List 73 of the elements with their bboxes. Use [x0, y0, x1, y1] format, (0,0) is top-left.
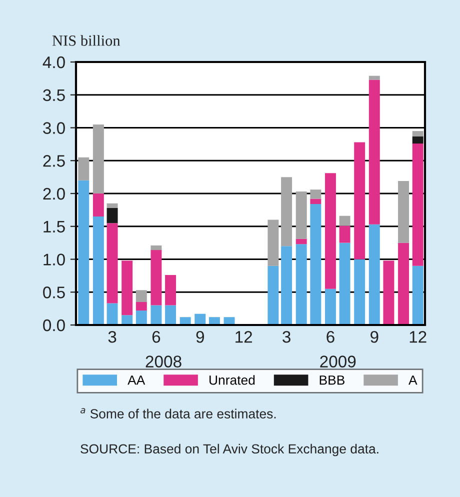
bar: [92, 216, 104, 325]
bar: [368, 224, 380, 325]
text: 2008: [146, 356, 182, 368]
bar: [296, 192, 307, 239]
x-tick-label: 6: [152, 330, 160, 343]
bar: [296, 244, 307, 325]
text: 2009: [320, 356, 356, 368]
legend-label: Unrated: [210, 375, 255, 385]
bar: [339, 242, 350, 325]
bar: [310, 190, 322, 199]
bar: [106, 208, 118, 224]
x-tick-label: 6: [326, 330, 334, 343]
bar: [92, 124, 104, 194]
bar: [78, 180, 90, 325]
bar: [150, 250, 162, 306]
bar: [268, 220, 279, 266]
bar: [106, 223, 118, 304]
bar: [281, 177, 292, 246]
bar: [92, 194, 104, 217]
x-tick-label: 12: [410, 330, 426, 343]
y-tick-label: 1.0: [44, 254, 65, 266]
bar: [368, 76, 380, 80]
x-tick-label: 3: [282, 330, 290, 343]
bar: [310, 204, 322, 325]
bar: [383, 260, 394, 325]
y-tick-label: 3.5: [43, 89, 65, 102]
y-tick-label: 4.0: [42, 56, 65, 68]
bar: [165, 305, 176, 325]
bar: [296, 238, 307, 244]
bar: [412, 266, 424, 325]
x-tick-label: 9: [370, 330, 378, 343]
bar: [354, 142, 366, 260]
source-note: SOURCE: Based on Tel Aviv Stock Exchange data.: [80, 444, 378, 456]
bar: [150, 245, 162, 250]
bar: [412, 144, 424, 266]
y-tick-label: 0.5: [43, 286, 65, 298]
y-tick-label: 0.0: [43, 319, 65, 332]
x-tick-label: 9: [196, 330, 204, 343]
bar: [150, 305, 162, 325]
legend-label: A: [408, 376, 418, 385]
y-tick-label: 2.5: [43, 155, 65, 167]
y-tick-label: 2.0: [43, 188, 65, 200]
y-tick-label: 3.0: [43, 122, 65, 134]
bar: [398, 242, 410, 325]
bar: [165, 275, 176, 306]
bar: [78, 157, 90, 180]
bar: [324, 173, 336, 289]
x-tick-label: 3: [108, 330, 116, 343]
bar: [310, 198, 322, 204]
bar: [412, 131, 424, 136]
legend-label: BBB: [320, 376, 344, 385]
bar: [354, 259, 366, 325]
text: $^{a}$ Some of the data are estimates.: [80, 408, 276, 418]
bar: [106, 303, 118, 325]
bar: [368, 80, 380, 224]
bar: [268, 266, 279, 325]
x-tick-label: 12: [236, 330, 252, 343]
bar: [339, 216, 350, 226]
bar: [122, 315, 133, 325]
legend-label: AA: [128, 376, 146, 385]
bar: [398, 181, 410, 243]
bar: [106, 203, 118, 208]
bar: [194, 314, 206, 325]
bar: [281, 246, 292, 325]
y-axis-title: NIS billion: [52, 35, 120, 46]
bar: [339, 226, 350, 243]
bar: [136, 310, 147, 325]
bar: [122, 260, 133, 316]
bar: [412, 136, 424, 144]
y-tick-label: 1.5: [44, 220, 65, 233]
bar: [136, 302, 147, 311]
bar: [324, 288, 336, 325]
bar: [136, 290, 147, 302]
